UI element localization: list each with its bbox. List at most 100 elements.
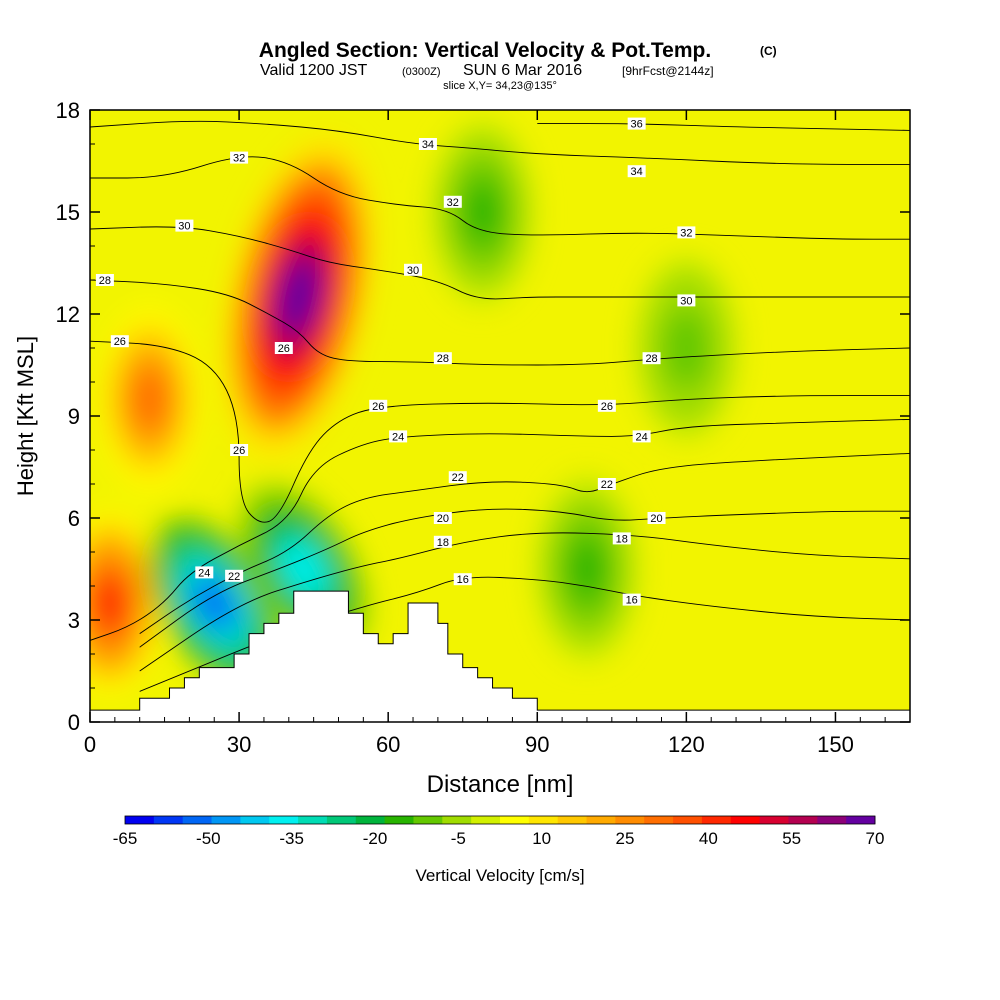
colorbar-tick-label: 70 (866, 829, 885, 848)
colorbar-swatch (615, 816, 645, 824)
y-tick-label: 18 (56, 98, 80, 123)
theta-contour-32 (90, 156, 910, 240)
colorbar-tick-label: 10 (532, 829, 551, 848)
colorbar-swatch (384, 816, 414, 824)
colorbar-tick-label: -20 (363, 829, 388, 848)
velocity-contour-level (465, 184, 500, 240)
colorbar-swatch (586, 816, 616, 824)
contour-label-text: 22 (601, 479, 613, 491)
subtitle-date: SUN 6 Mar 2016 (463, 62, 582, 79)
colorbar-swatch (701, 816, 732, 824)
contour-label: 30 (404, 263, 423, 277)
colorbar-swatch (846, 816, 876, 824)
contour-label: 30 (677, 294, 696, 307)
velocity-contour-level (132, 371, 167, 427)
contour-label-text: 24 (636, 431, 648, 443)
velocity-feature-downdraft (634, 254, 739, 442)
contour-label: 26 (230, 444, 249, 457)
velocity-feature-updraft (90, 509, 162, 697)
colorbar-tick-label: 25 (616, 829, 635, 848)
contour-label-text: 28 (99, 275, 111, 287)
colorbar-swatch (500, 816, 530, 824)
plot-area: 36 34 34 32 32 32 30 30 30 28 28 28 26 26 26 26 26 24 24 24… (89, 109, 911, 723)
colorbar-swatch (442, 816, 472, 824)
contour-label-text: 26 (601, 401, 613, 413)
theta-contour-20 (139, 508, 910, 648)
contour-labels: 36 34 34 32 32 32 30 30 30 28 28 28 26 26 26 26 26 24 24 24… (95, 117, 696, 607)
contour-label: 28 (642, 352, 661, 365)
colorbar-frame (124, 815, 876, 825)
contour-label: 24 (389, 430, 408, 443)
contour-label: 30 (175, 219, 194, 233)
chart-title: Angled Section: Vertical Velocity & Pot.… (259, 39, 711, 62)
contour-label-text: 16 (626, 595, 638, 607)
colorbar-tick-label: -50 (196, 829, 221, 848)
x-tick-label: 150 (817, 732, 854, 757)
chart-title-suffix: (C) (760, 44, 777, 58)
colorbar-tick-label: 55 (782, 829, 801, 848)
contour-label-text: 30 (178, 221, 190, 233)
terrain-profile (89, 590, 911, 723)
theta-contour-26 (90, 340, 910, 523)
contour-label-text: 30 (407, 265, 419, 277)
colorbar-swatch (269, 816, 299, 824)
contour-label: 22 (448, 471, 467, 484)
contour-label: 32 (230, 151, 249, 165)
y-axis-label: Height [Kft MSL] (13, 336, 38, 496)
contour-label: 26 (274, 342, 293, 355)
colorbar-swatch (211, 816, 241, 824)
contour-label: 26 (597, 399, 616, 413)
contour-label-text: 26 (278, 343, 290, 355)
contour-label: 16 (453, 573, 472, 586)
terrain (89, 590, 911, 723)
velocity-contour-level (283, 543, 324, 595)
velocity-feature-updraft (97, 305, 202, 493)
colorbar-label: Vertical Velocity [cm/s] (415, 866, 584, 885)
contour-label: 22 (225, 569, 244, 583)
contour-label-text: 26 (372, 401, 384, 413)
slice-note: slice X,Y= 34,23@135° (443, 80, 557, 92)
x-tick-label: 0 (84, 732, 96, 757)
contour-label: 18 (612, 532, 631, 545)
colorbar-swatch (557, 816, 587, 824)
x-tick-label: 60 (376, 732, 400, 757)
theta-contour-30 (90, 226, 910, 300)
colorbar-swatch (673, 816, 703, 824)
y-tick-label: 0 (68, 710, 80, 735)
contour-label-text: 20 (650, 513, 662, 525)
contour-label-text: 28 (645, 353, 657, 365)
colorbar-tick-label: -65 (113, 829, 138, 848)
x-tick-label: 120 (668, 732, 705, 757)
contour-label: 36 (627, 117, 646, 131)
velocity-contour-level (669, 320, 704, 376)
theta-contour-36 (537, 123, 910, 131)
contour-label-text: 32 (233, 153, 245, 165)
y-tick-label: 9 (68, 404, 80, 429)
contour-label: 26 (110, 335, 129, 348)
colorbar: -65 -50 -35 -20 -5 10 25 40 55 70 (113, 815, 885, 848)
colorbar-swatch (471, 816, 501, 824)
colorbar-swatch (759, 816, 789, 824)
contour-label-text: 20 (437, 513, 449, 525)
contour-label: 18 (433, 535, 452, 549)
x-tick-label: 30 (227, 732, 251, 757)
contour-label-text: 32 (680, 227, 692, 239)
colorbar-swatch (240, 816, 270, 824)
y-tick-label: 15 (56, 200, 80, 225)
contour-label-text: 34 (631, 166, 643, 178)
contour-label-text: 26 (233, 445, 245, 457)
colorbar-swatch (644, 816, 674, 824)
contour-label-text: 18 (437, 537, 449, 549)
contour-label: 16 (622, 593, 641, 607)
contour-label: 24 (195, 566, 214, 579)
colorbar-swatch (528, 816, 559, 824)
velocity-contour-level (569, 541, 604, 597)
colorbar-swatch (413, 816, 443, 824)
velocity-feature-updraft (223, 135, 374, 459)
velocity-feature-downdraft (430, 118, 535, 306)
x-axis: 0 30 60 90 120 150 (84, 110, 886, 757)
colorbar-swatch (182, 816, 212, 824)
contour-label: 20 (433, 512, 452, 525)
